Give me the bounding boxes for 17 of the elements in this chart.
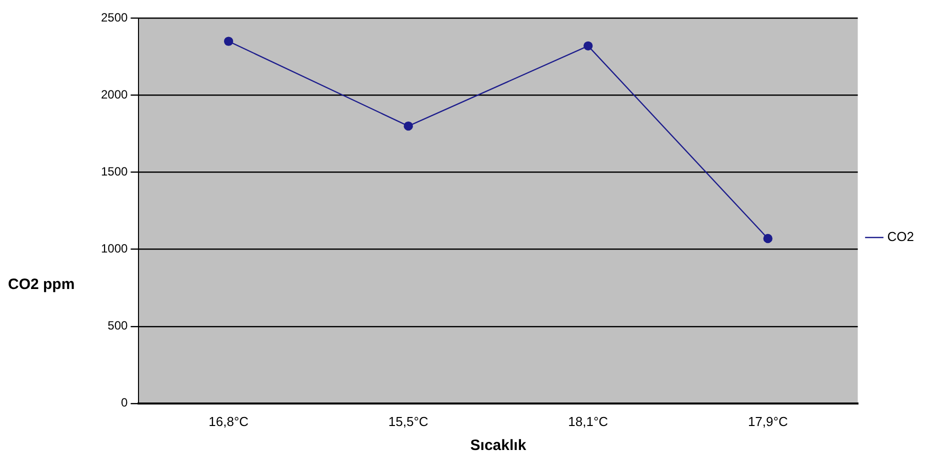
legend-label: CO2: [887, 229, 914, 244]
x-tick-label: 16,8°C: [208, 414, 249, 429]
y-tick-label: 0: [121, 396, 128, 410]
x-tick-label: 18,1°C: [568, 414, 608, 429]
y-tick-label: 500: [108, 318, 128, 333]
x-axis-title: Sıcaklık: [470, 437, 527, 454]
y-tick-label: 2000: [100, 88, 128, 102]
x-tick-label: 15,5°C: [388, 414, 428, 429]
point: [763, 234, 772, 244]
point: [404, 121, 413, 131]
y-tick-label: 2500: [100, 10, 128, 25]
x-tick-label: 17,9°C: [748, 414, 788, 429]
point: [224, 36, 234, 46]
y-axis-title: CO2 ppm: [8, 276, 75, 293]
y-tick-label: 1500: [100, 164, 128, 179]
point: [584, 41, 593, 51]
y-tick-label: 1000: [100, 242, 128, 256]
